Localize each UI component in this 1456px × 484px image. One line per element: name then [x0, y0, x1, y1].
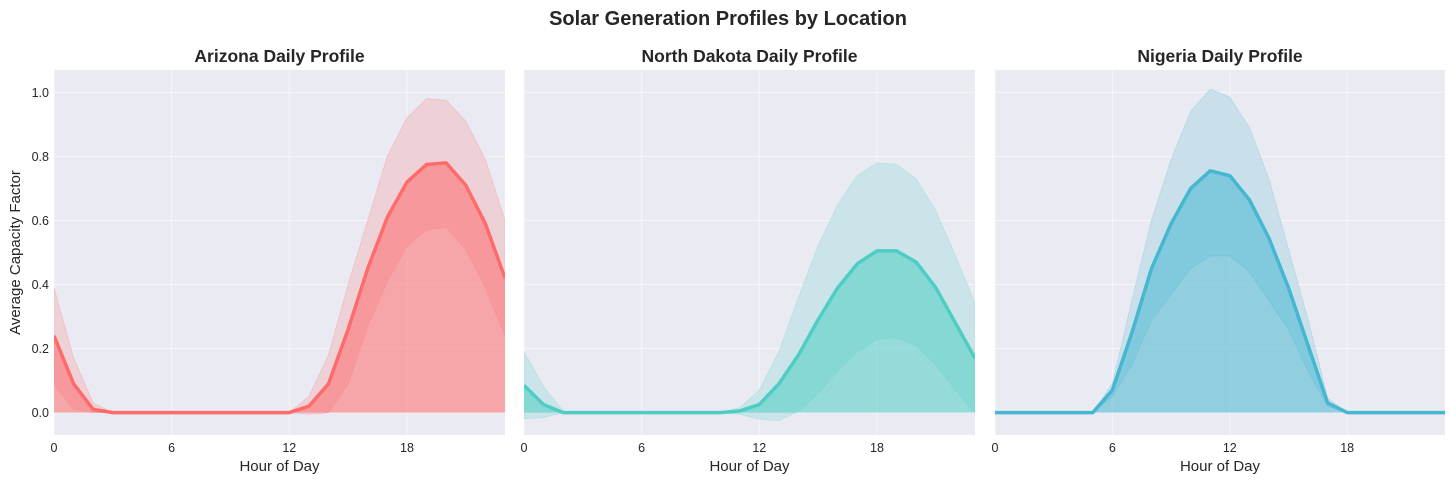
x-tick-label: 12	[752, 441, 766, 455]
x-tick-label: 6	[638, 441, 645, 455]
y-tick-label: 1.0	[32, 86, 49, 100]
x-tick-label: 18	[870, 441, 884, 455]
mean-line	[54, 161, 505, 415]
x-axis-label: Hour of Day	[239, 458, 320, 475]
panel-title: Arizona Daily Profile	[194, 46, 364, 66]
x-tick-label: 0	[992, 441, 999, 455]
x-tick-label: 18	[1340, 441, 1354, 455]
x-tick-label: 0	[521, 441, 528, 455]
x-axis-label: Hour of Day	[1180, 458, 1261, 475]
x-tick-label: 18	[400, 441, 414, 455]
x-tick-label: 12	[282, 441, 296, 455]
x-axis-label: Hour of Day	[709, 458, 790, 475]
panel-1: North Dakota Daily Profile 0 6 12 18 Hour of …	[521, 46, 975, 475]
mean-area	[54, 162, 505, 413]
panel-title: Nigeria Daily Profile	[1137, 46, 1303, 66]
mean-area	[524, 250, 975, 413]
y-tick-label: 0.6	[32, 214, 49, 228]
x-tick-label: 12	[1223, 441, 1237, 455]
y-tick-label: 0.4	[32, 278, 49, 292]
panel-0: Arizona Daily Profile 0 6 12 18 Hour of Day 0.…	[7, 46, 505, 475]
mean-line	[995, 169, 1445, 415]
figure-suptitle: Solar Generation Profiles by Location	[549, 8, 907, 30]
y-tick-label: 0.2	[32, 342, 49, 356]
plot-series	[524, 162, 975, 421]
x-tick-label: 0	[51, 441, 58, 455]
panel-2: Nigeria Daily Profile 0 6 12 18 Hour of Day	[992, 46, 1445, 475]
mean-area	[995, 170, 1445, 413]
x-tick-label: 6	[168, 441, 175, 455]
y-tick-label: 0.0	[32, 406, 49, 420]
y-axis-label: Average Capacity Factor	[7, 170, 24, 335]
y-tick-label: 0.8	[32, 150, 49, 164]
x-tick-label: 6	[1109, 441, 1116, 455]
panel-title: North Dakota Daily Profile	[642, 46, 858, 66]
plot-series	[995, 88, 1445, 415]
plot-series	[54, 98, 505, 415]
mean-line	[524, 249, 975, 415]
